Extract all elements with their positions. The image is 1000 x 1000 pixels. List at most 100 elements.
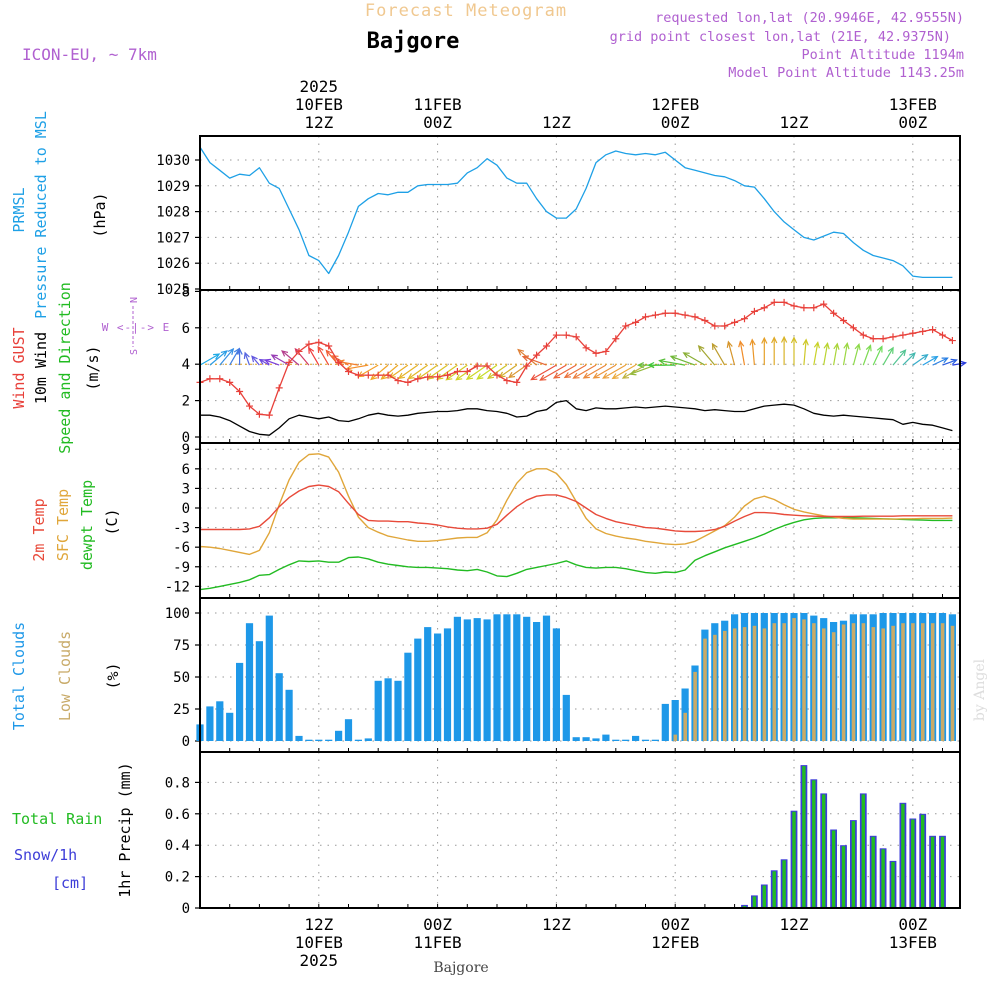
temp-ytick-label: -12 bbox=[165, 579, 190, 595]
wind-direction-arrowhead bbox=[726, 340, 733, 348]
total-clouds-bar bbox=[265, 615, 273, 741]
wind-direction-arrowhead bbox=[486, 372, 495, 380]
gust-point bbox=[721, 322, 729, 330]
temp-ytick-label: -9 bbox=[173, 560, 190, 576]
gust-point bbox=[602, 347, 610, 355]
pressure-plot-area bbox=[200, 136, 960, 290]
temp-ytick-label: 0 bbox=[182, 501, 190, 517]
wind-direction-arrow bbox=[852, 344, 860, 366]
gust-point bbox=[790, 302, 798, 310]
total-clouds-bar bbox=[552, 628, 560, 741]
wind-direction-arrowhead bbox=[213, 353, 221, 360]
wind-direction-arrow bbox=[466, 364, 488, 380]
wind-direction-arrow bbox=[872, 346, 883, 366]
wind-direction-arrowhead bbox=[823, 342, 830, 350]
gust-point bbox=[246, 402, 253, 410]
gust-point bbox=[909, 329, 917, 337]
total-clouds-bar bbox=[622, 739, 630, 741]
wind-direction-arrow bbox=[271, 354, 290, 366]
compass-n-axis: N bbox=[129, 297, 140, 303]
low-clouds-bar bbox=[723, 630, 727, 741]
temp2m-label: 2m Temp bbox=[30, 498, 48, 561]
wind-direction-arrowhead bbox=[263, 358, 272, 365]
wind-direction-arrow bbox=[803, 339, 807, 366]
gust-point bbox=[424, 373, 432, 381]
gust-point bbox=[463, 367, 471, 375]
total-clouds-bar bbox=[513, 614, 521, 741]
wind-direction-arrow bbox=[573, 364, 597, 379]
total-clouds-bar bbox=[305, 739, 313, 741]
wind-direction-arrow bbox=[922, 356, 938, 366]
wind-direction-arrow bbox=[508, 364, 528, 378]
rain-bar bbox=[752, 896, 757, 908]
wind-direction-arrow bbox=[711, 343, 726, 366]
top-time-label: 10FEB bbox=[295, 95, 343, 114]
temp-ytick-label: 6 bbox=[182, 462, 190, 478]
wind-direction-arrowhead bbox=[780, 335, 788, 343]
total-clouds-bar bbox=[473, 618, 481, 741]
wind-direction-arrowhead bbox=[921, 354, 929, 361]
low-clouds-bar bbox=[772, 623, 777, 741]
gust-point bbox=[711, 322, 719, 330]
total-clouds-bar bbox=[671, 700, 679, 741]
low-clouds-bar bbox=[881, 628, 885, 741]
wind-direction-arrow bbox=[553, 364, 577, 379]
clouds-ytick-label: 0 bbox=[182, 734, 190, 750]
wind-ytick-label: 4 bbox=[182, 357, 190, 373]
pressure-unit: (hPa) bbox=[91, 192, 109, 237]
rain-bar bbox=[822, 794, 826, 908]
wind-direction-arrow bbox=[659, 360, 686, 366]
low-clouds-bar bbox=[752, 625, 757, 741]
bottom-time-label: 11FEB bbox=[414, 933, 462, 952]
rain-bar bbox=[861, 794, 865, 908]
wind-direction-arrowhead bbox=[507, 371, 516, 379]
rain-bar bbox=[901, 803, 905, 908]
top-time-label: 12Z bbox=[304, 113, 333, 132]
bottom-time-label: 10FEB bbox=[295, 933, 343, 952]
wind-direction-arrowhead bbox=[582, 372, 590, 379]
wind-direction-arrowhead bbox=[621, 372, 630, 379]
top-time-label: 11FEB bbox=[414, 95, 462, 114]
gust-point bbox=[384, 371, 392, 379]
wind-direction-arrowhead bbox=[813, 341, 820, 349]
temp-ytick-label: -6 bbox=[173, 540, 190, 556]
total-clouds-bar bbox=[275, 673, 283, 741]
top-time-label: 00Z bbox=[423, 113, 452, 132]
wind-direction-arrow bbox=[259, 359, 270, 366]
wind-direction-arrowhead bbox=[802, 338, 809, 346]
rain-bar bbox=[871, 836, 875, 908]
wind-direction-arrow bbox=[540, 364, 567, 381]
dewpt-label: dewpt Temp bbox=[78, 480, 96, 570]
rain-bar bbox=[841, 846, 846, 908]
wind-direction-arrow bbox=[882, 347, 894, 366]
footer-location: Bajgore bbox=[433, 960, 488, 976]
top-time-label: 12FEB bbox=[651, 95, 699, 114]
precip-ytick-label: 0.4 bbox=[165, 838, 190, 854]
low-clouds-bar bbox=[831, 632, 836, 741]
wind-direction-arrow bbox=[219, 348, 234, 366]
wind-direction-arrow bbox=[932, 357, 948, 366]
wind-direction-arrowhead bbox=[761, 336, 768, 344]
gust-point bbox=[493, 371, 501, 379]
wind-direction-arrow bbox=[727, 341, 736, 366]
low-clouds-bar bbox=[891, 625, 895, 741]
wind-direction-arrowhead bbox=[931, 355, 939, 362]
total-clouds-bar bbox=[424, 627, 432, 741]
wind-direction-arrow bbox=[251, 355, 260, 366]
gust-point bbox=[612, 335, 620, 343]
gust-point bbox=[681, 311, 689, 319]
total-clouds-bar bbox=[503, 614, 511, 741]
wind-dir-label: Speed and Direction bbox=[56, 282, 74, 454]
wind-direction-arrowhead bbox=[790, 336, 798, 344]
pressure-panel: 1025 1026 1027 1028 1029 1030 bbox=[156, 135, 961, 298]
total-clouds-bar bbox=[632, 735, 640, 741]
total-clouds-bar bbox=[364, 738, 372, 741]
temp-ytick-label: 3 bbox=[182, 481, 190, 497]
snow-label: Snow/1h bbox=[14, 846, 77, 864]
low-clouds-bar bbox=[683, 712, 687, 741]
total-clouds-bar bbox=[453, 616, 461, 741]
model-label: ICON-EU, ~ 7km bbox=[22, 45, 157, 64]
wind-direction-arrowhead bbox=[530, 374, 538, 381]
wind-direction-arrowhead bbox=[445, 374, 453, 381]
low-clouds-bar bbox=[792, 618, 796, 741]
